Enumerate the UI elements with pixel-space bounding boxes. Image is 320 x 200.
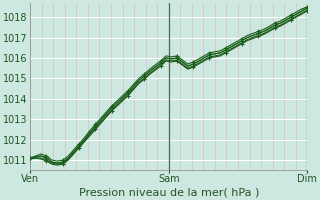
X-axis label: Pression niveau de la mer( hPa ): Pression niveau de la mer( hPa ): [78, 187, 259, 197]
